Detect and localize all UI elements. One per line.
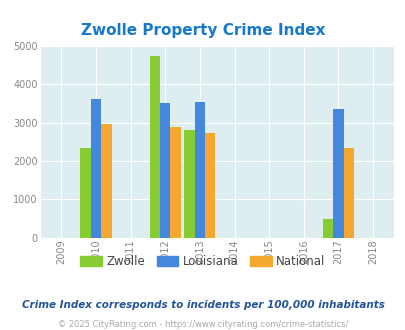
Bar <box>205 133 215 238</box>
Text: Crime Index corresponds to incidents per 100,000 inhabitants: Crime Index corresponds to incidents per… <box>21 300 384 310</box>
Bar <box>170 127 180 238</box>
Bar <box>101 124 111 238</box>
Bar <box>322 219 333 238</box>
Bar <box>149 56 160 238</box>
Text: Zwolle Property Crime Index: Zwolle Property Crime Index <box>81 23 324 38</box>
Bar <box>91 99 101 238</box>
Bar <box>194 102 205 238</box>
Text: © 2025 CityRating.com - https://www.cityrating.com/crime-statistics/: © 2025 CityRating.com - https://www.city… <box>58 319 347 329</box>
Bar <box>80 148 91 238</box>
Bar <box>333 109 343 238</box>
Bar <box>343 148 353 238</box>
Bar <box>160 103 170 238</box>
Legend: Zwolle, Louisiana, National: Zwolle, Louisiana, National <box>75 250 330 273</box>
Bar <box>184 130 194 238</box>
